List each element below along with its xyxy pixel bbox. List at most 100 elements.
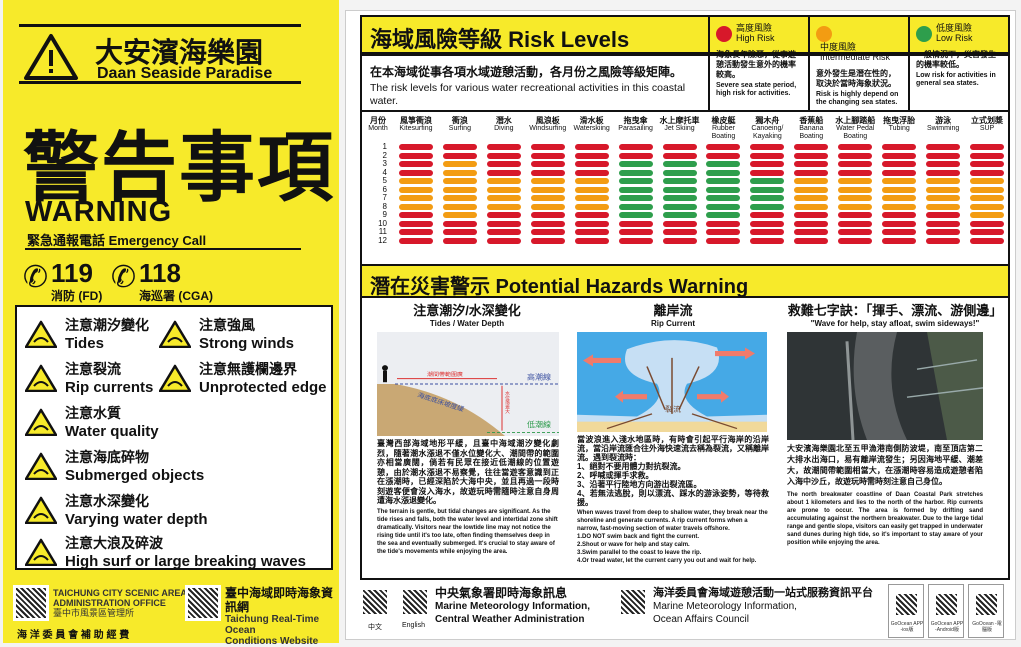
hazard-tides-header: 注意潮汐/水深變化 Tides / Water Depth xyxy=(413,303,521,328)
risk-description: 在本海域從事各項水域遊憩活動，各月份之風險等級矩陣。 The risk leve… xyxy=(370,65,686,107)
risk-cell-high xyxy=(398,237,433,244)
tides-text-en: The terrain is gentle, but tidal changes… xyxy=(377,508,558,555)
month-header: 月份 Month xyxy=(368,116,388,132)
risk-cell-intermediate xyxy=(530,195,565,201)
divider xyxy=(362,110,1008,112)
risk-cell-high xyxy=(882,152,917,159)
risk-cell-high xyxy=(882,144,917,150)
phone-fire[interactable]: ✆ 119 消防 (FD) xyxy=(23,258,103,303)
risk-cell-high xyxy=(706,152,741,159)
risk-cell-intermediate xyxy=(838,203,873,210)
risk-cell-intermediate xyxy=(882,203,917,210)
qr-chinese-label: 中文 xyxy=(368,624,382,631)
qr-code-cwa-english[interactable] xyxy=(400,587,430,617)
low-tide-label: 低潮線 xyxy=(527,419,551,428)
risk-cell-intermediate xyxy=(970,203,1005,210)
risk-cell-high xyxy=(882,220,917,227)
scenic-office-label: TAICHUNG CITY SCENIC AREA ADMINISTRATION … xyxy=(53,588,187,618)
risk-cell-high xyxy=(794,237,829,244)
risk-levels-title: 海域風險等級 Risk Levels xyxy=(362,17,708,54)
activity-header: 風浪板 Windsurfing xyxy=(529,116,567,132)
month-label: 1 xyxy=(382,142,387,151)
risk-cell-low xyxy=(662,212,697,218)
app-download-qr[interactable]: GoOcean -電腦版 xyxy=(968,584,1004,638)
risk-cell-high xyxy=(662,229,697,235)
qr-code-oac[interactable] xyxy=(618,587,648,617)
risk-cell-low xyxy=(750,203,785,210)
rip-text-en: When waves travel from deep to shallow w… xyxy=(577,510,768,564)
risk-cell-intermediate xyxy=(838,195,873,201)
month-label: 11 xyxy=(378,227,387,236)
risk-cell-intermediate xyxy=(574,186,609,193)
activity-header: 拖曳浮胎 Tubing xyxy=(883,116,916,132)
risk-cell-high xyxy=(486,212,521,218)
risk-cell-high xyxy=(398,144,433,150)
risk-cell-high xyxy=(574,229,609,235)
risk-cell-intermediate xyxy=(882,186,917,193)
risk-cell-intermediate xyxy=(442,195,477,201)
risk-cell-high xyxy=(662,237,697,244)
risk-cell-intermediate xyxy=(442,161,477,167)
risk-cell-intermediate xyxy=(882,195,917,201)
activity-risk-column xyxy=(659,143,701,244)
activity-risk-column xyxy=(439,143,481,244)
qr-code-cwa-chinese[interactable] xyxy=(360,587,390,617)
hazard-rescue-header: 救難七字訣：「揮手、漂流、游側邊」 "Wave for help, stay af… xyxy=(787,303,1003,328)
risk-cell-intermediate xyxy=(530,186,565,193)
activity-risk-column xyxy=(571,143,613,244)
warning-title-en: WARNING xyxy=(25,196,173,228)
risk-cell-high xyxy=(618,220,653,227)
risk-cell-high xyxy=(750,169,785,176)
risk-cell-high xyxy=(486,161,521,167)
month-label: 9 xyxy=(382,210,387,219)
risk-cell-high xyxy=(750,229,785,235)
hazard-sign-icon xyxy=(25,538,57,566)
risk-cell-high xyxy=(970,169,1005,176)
rip-label: 裂流 xyxy=(665,404,682,413)
activity-risk-column xyxy=(702,143,744,244)
risk-cell-high xyxy=(662,220,697,227)
risk-cell-low xyxy=(618,186,653,193)
risk-cell-high xyxy=(706,220,741,227)
risk-cell-intermediate xyxy=(970,195,1005,201)
qr-code-ocean-website[interactable] xyxy=(185,585,221,621)
emergency-call-label: 緊急通報電話 Emergency Call xyxy=(27,233,207,248)
risk-cell-high xyxy=(398,229,433,235)
tide-diagram: 潮間帶範圍廣 高潮線 低潮線 海底底床坡度緩 水位落差大 xyxy=(377,332,559,436)
hazards-title: 潛在災害警示 Potential Hazards Warning xyxy=(362,264,1008,298)
risk-legend-item: 低度風險 Low Risk 一般情況下，災害發生的機率較低。 Low risk for… xyxy=(908,17,1008,110)
risk-cell-intermediate xyxy=(398,178,433,184)
rescue-text-en: The north breakwater coastline of Daan C… xyxy=(787,492,983,546)
risk-cell-intermediate xyxy=(574,178,609,184)
hazard-item: 注意強風 Strong winds xyxy=(159,315,294,352)
rescue-text-cn: 大安濱海樂園北至五甲漁港南側防波堤，南至頂店第二大排水出海口，易有離岸流發生；另… xyxy=(787,444,983,486)
hazard-sign-icon xyxy=(25,452,57,480)
high-tide-label: 高潮線 xyxy=(527,372,551,381)
risk-cell-high xyxy=(970,152,1005,159)
app-download-qr[interactable]: GoOcean APP -ios版 xyxy=(888,584,924,638)
hazard-item: 注意裂流 Rip currents xyxy=(25,359,153,396)
app-download-qr[interactable]: GoOcean APP -Android版 xyxy=(928,584,964,638)
risk-cell-low xyxy=(618,169,653,176)
right-info-panel xyxy=(345,10,1016,640)
risk-cell-high xyxy=(838,152,873,159)
risk-cell-intermediate xyxy=(486,186,521,193)
risk-cell-intermediate xyxy=(926,203,961,210)
risk-cell-intermediate xyxy=(882,178,917,184)
risk-cell-low xyxy=(662,169,697,176)
risk-cell-intermediate xyxy=(442,212,477,218)
risk-cell-high xyxy=(486,229,521,235)
risk-cell-high xyxy=(442,152,477,159)
risk-cell-intermediate xyxy=(574,203,609,210)
risk-cell-high xyxy=(486,169,521,176)
warning-triangle-icon xyxy=(24,34,78,80)
qr-code-scenic-office[interactable] xyxy=(13,585,49,621)
hazard-sign-icon xyxy=(25,320,57,348)
month-label: 8 xyxy=(382,201,387,211)
risk-cell-high xyxy=(442,237,477,244)
risk-cell-high xyxy=(530,212,565,218)
risk-cell-intermediate xyxy=(926,178,961,184)
activity-header: 水上腳踏船 Water Pedal Boating xyxy=(835,116,876,140)
phone-coast-guard[interactable]: ✆ 118 海巡署 (CGA) xyxy=(111,258,213,303)
activity-header: 游泳 Swimming xyxy=(926,116,960,132)
